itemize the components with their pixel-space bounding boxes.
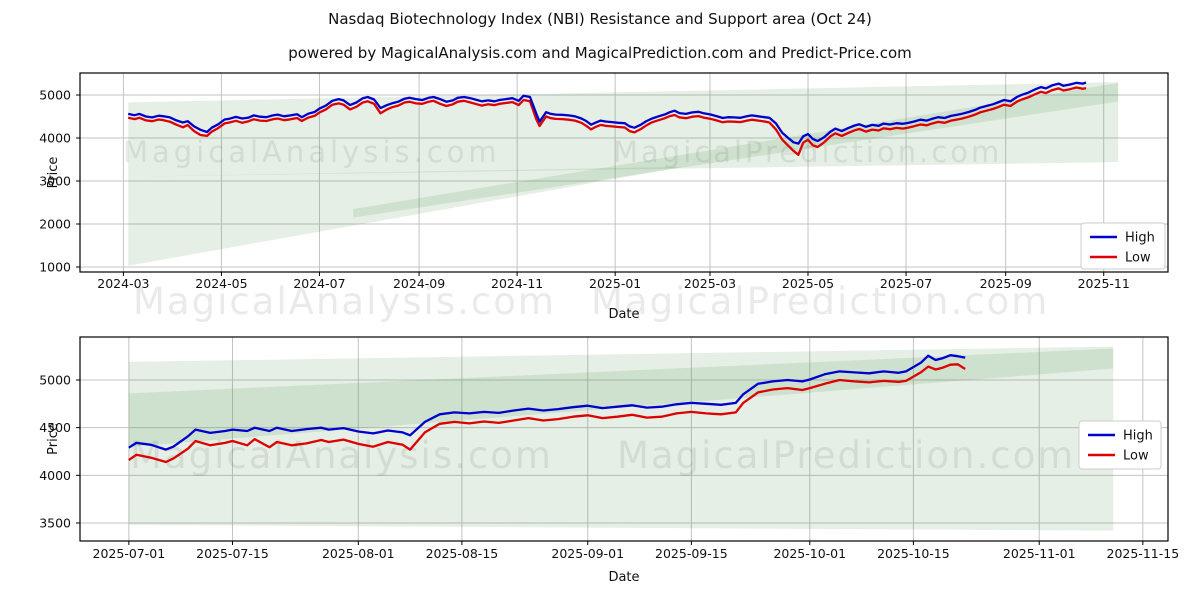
low-line bbox=[127, 86, 1087, 156]
low-line bbox=[128, 363, 966, 464]
watermark-text: MagicalAnalysis.com bbox=[123, 135, 501, 169]
x-tick-label: 2025-11-15 bbox=[1107, 546, 1180, 561]
y-axis-label: Price bbox=[46, 423, 61, 455]
x-tick-label: 2024-07 bbox=[293, 276, 345, 291]
x-tick-label: 2024-11 bbox=[491, 276, 543, 291]
plot-border bbox=[79, 72, 1169, 273]
x-tick-label: 2025-07 bbox=[880, 276, 932, 291]
legend-box bbox=[1078, 420, 1162, 470]
y-tick-label: 3500 bbox=[39, 515, 71, 530]
x-tick-label: 2024-05 bbox=[195, 276, 247, 291]
y-tick-label: 4000 bbox=[39, 468, 71, 483]
high-line bbox=[127, 81, 1087, 145]
watermark-text: MagicalPrediction.com bbox=[591, 280, 1049, 323]
x-tick-label: 2025-08-15 bbox=[426, 546, 499, 561]
high-line bbox=[128, 354, 966, 451]
x-tick-label: 2024-09 bbox=[393, 276, 445, 291]
x-tick-label: 2025-09-15 bbox=[655, 546, 728, 561]
y-tick-label: 5000 bbox=[39, 372, 71, 387]
x-tick-label: 2025-10-01 bbox=[773, 546, 846, 561]
legend-label: High bbox=[1125, 231, 1155, 246]
x-tick-label: 2025-09 bbox=[980, 276, 1032, 291]
x-tick-label: 2024-03 bbox=[97, 276, 149, 291]
x-tick-label: 2025-07-01 bbox=[93, 546, 166, 561]
y-tick-label: 4500 bbox=[39, 420, 71, 435]
support-resistance-band bbox=[128, 166, 683, 266]
x-tick-label: 2025-09-01 bbox=[551, 546, 624, 561]
plot-border bbox=[79, 336, 1169, 542]
y-axis-label: Price bbox=[46, 157, 61, 189]
x-axis-label: Date bbox=[608, 570, 639, 585]
y-tick-label: 2000 bbox=[39, 217, 71, 232]
y-tick-label: 1000 bbox=[39, 260, 71, 275]
support-resistance-band bbox=[353, 82, 1119, 218]
legend-label: Low bbox=[1123, 449, 1149, 464]
x-tick-label: 2025-01 bbox=[589, 276, 641, 291]
legend-label: Low bbox=[1125, 251, 1151, 266]
x-tick-label: 2025-03 bbox=[684, 276, 736, 291]
page-subtitle: powered by MagicalAnalysis.com and Magic… bbox=[288, 44, 912, 62]
y-tick-label: 3000 bbox=[39, 174, 71, 189]
watermark-text: MagicalPrediction.com bbox=[617, 434, 1075, 477]
y-tick-label: 4000 bbox=[39, 131, 71, 146]
y-tick-label: 5000 bbox=[39, 88, 71, 103]
x-tick-label: 2025-08-01 bbox=[322, 546, 395, 561]
x-tick-label: 2025-10-15 bbox=[877, 546, 950, 561]
watermark-text: MagicalAnalysis.com bbox=[133, 280, 556, 323]
legend-label: High bbox=[1123, 429, 1153, 444]
x-tick-label: 2025-07-15 bbox=[196, 546, 269, 561]
x-axis-label: Date bbox=[608, 307, 639, 322]
x-tick-label: 2025-11-01 bbox=[1003, 546, 1076, 561]
page-title: Nasdaq Biotechnology Index (NBI) Resista… bbox=[328, 10, 872, 28]
support-resistance-band bbox=[128, 346, 1114, 531]
x-tick-label: 2025-11 bbox=[1078, 276, 1130, 291]
x-tick-label: 2025-05 bbox=[782, 276, 834, 291]
